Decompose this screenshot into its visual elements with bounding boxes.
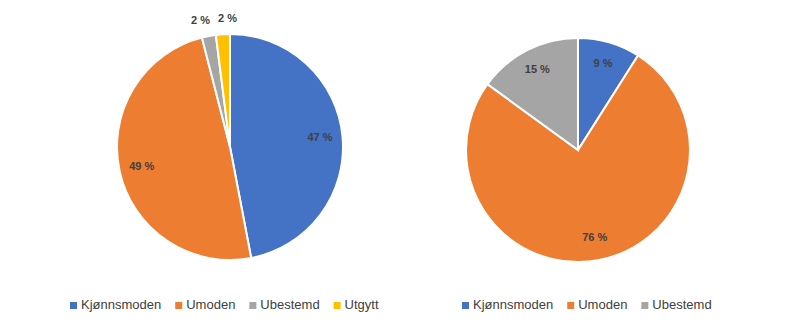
slices [466,38,690,262]
pie-slice [216,34,230,147]
legend-swatch [334,302,341,309]
legend-item: Utgytt [334,297,379,312]
pie-chart: 47 % 49 % 2 % 2 % Kjønnsmoden Umoden Ubestemd U… [70,12,379,312]
legend-label: Umoden [186,297,235,312]
legend-label: Umoden [578,297,627,312]
legend-label: Kjønnsmoden [81,297,161,312]
legend-label: Kjønnsmoden [473,297,553,312]
legend-label: Ubestemd [260,297,319,312]
legend-swatch [641,302,648,309]
legend-item: Umoden [567,297,627,312]
data-label: 47 % [307,131,332,143]
legend-item: Ubestemd [249,297,319,312]
legend-swatch [70,302,77,309]
legend-label: Ubestemd [652,297,711,312]
data-label: 76 % [582,231,607,243]
pie-slice [202,35,230,147]
legend-label: Utgytt [345,297,379,312]
legend-item: Kjønnsmoden [70,297,161,312]
pie-chart: 9 % 76 % 15 % Kjønnsmoden Umoden Ubestemd [462,38,712,312]
data-labels: 47 % 49 % 2 % 2 % [129,12,333,171]
legend: Kjønnsmoden Umoden Ubestemd [462,297,712,312]
legend: Kjønnsmoden Umoden Ubestemd Utgytt [70,297,379,312]
data-label: 9 % [594,57,613,69]
slices [117,34,343,260]
chart-canvas: 47 % 49 % 2 % 2 % Kjønnsmoden Umoden Ubestemd U… [0,0,811,329]
pie-slice [487,38,578,150]
data-label: 2 % [218,12,237,24]
legend-swatch [462,302,469,309]
legend-item: Ubestemd [641,297,711,312]
data-label: 49 % [129,160,154,172]
legend-swatch [175,302,182,309]
legend-swatch [567,302,574,309]
data-label: 15 % [525,63,550,75]
legend-swatch [249,302,256,309]
data-labels: 9 % 76 % 15 % [525,57,613,243]
pie-slice [117,38,251,260]
pie-slice [230,34,343,258]
data-label: 2 % [191,14,210,26]
legend-item: Umoden [175,297,235,312]
legend-item: Kjønnsmoden [462,297,553,312]
